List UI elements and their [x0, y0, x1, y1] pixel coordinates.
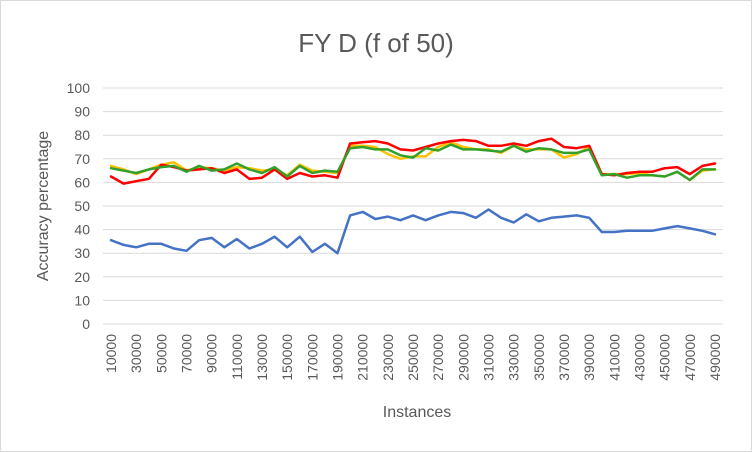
y-tick-label: 30 — [74, 245, 90, 261]
series-line-4 — [109, 143, 717, 182]
x-tick-label: 370000 — [556, 334, 572, 381]
y-tick-label: 60 — [74, 174, 90, 190]
x-tick-label: 70000 — [179, 334, 195, 373]
y-tick-label: 0 — [82, 316, 90, 332]
x-tick-label: 450000 — [657, 334, 673, 381]
y-tick-label: 10 — [74, 292, 90, 308]
x-tick-label: 390000 — [581, 334, 597, 381]
x-tick-label: 10000 — [103, 334, 119, 373]
y-tick-label: 20 — [74, 269, 90, 285]
y-tick-label: 80 — [74, 127, 90, 143]
x-axis-label: Instances — [383, 404, 451, 421]
y-tick-label: 100 — [67, 80, 91, 96]
x-tick-label: 230000 — [380, 334, 396, 381]
series-lines — [109, 137, 717, 255]
x-tick-label: 490000 — [707, 334, 723, 381]
x-tick-label: 410000 — [606, 334, 622, 381]
x-tick-label: 470000 — [682, 334, 698, 381]
x-axis-ticks: 10000 30000 50000 70000 90000 110000 130000 150… — [103, 334, 723, 381]
x-tick-label: 130000 — [254, 334, 270, 381]
x-tick-label: 310000 — [481, 334, 497, 381]
y-axis-label: Accuracy percentage — [35, 131, 52, 281]
x-tick-label: 250000 — [405, 334, 421, 381]
x-tick-label: 170000 — [304, 334, 320, 381]
x-tick-label: 190000 — [330, 334, 346, 381]
x-tick-label: 210000 — [355, 334, 371, 381]
x-tick-label: 290000 — [455, 334, 471, 381]
x-tick-label: 30000 — [128, 334, 144, 373]
y-tick-label: 70 — [74, 151, 90, 167]
y-tick-label: 40 — [74, 222, 90, 238]
x-tick-label: 330000 — [506, 334, 522, 381]
y-axis-ticks: 0 10 20 30 40 50 60 70 80 90 100 — [67, 80, 91, 332]
x-tick-label: 110000 — [229, 334, 245, 380]
x-tick-label: 430000 — [632, 334, 648, 381]
x-tick-label: 350000 — [531, 334, 547, 381]
series-line-1 — [109, 208, 717, 255]
x-tick-label: 90000 — [204, 334, 220, 373]
x-tick-label: 270000 — [430, 334, 446, 381]
x-tick-label: 50000 — [153, 334, 169, 373]
y-tick-label: 90 — [74, 104, 90, 120]
chart-title: FY D (f of 50) — [298, 28, 454, 58]
x-tick-label: 150000 — [279, 334, 295, 381]
y-tick-label: 50 — [74, 198, 90, 214]
gridlines — [103, 87, 723, 325]
